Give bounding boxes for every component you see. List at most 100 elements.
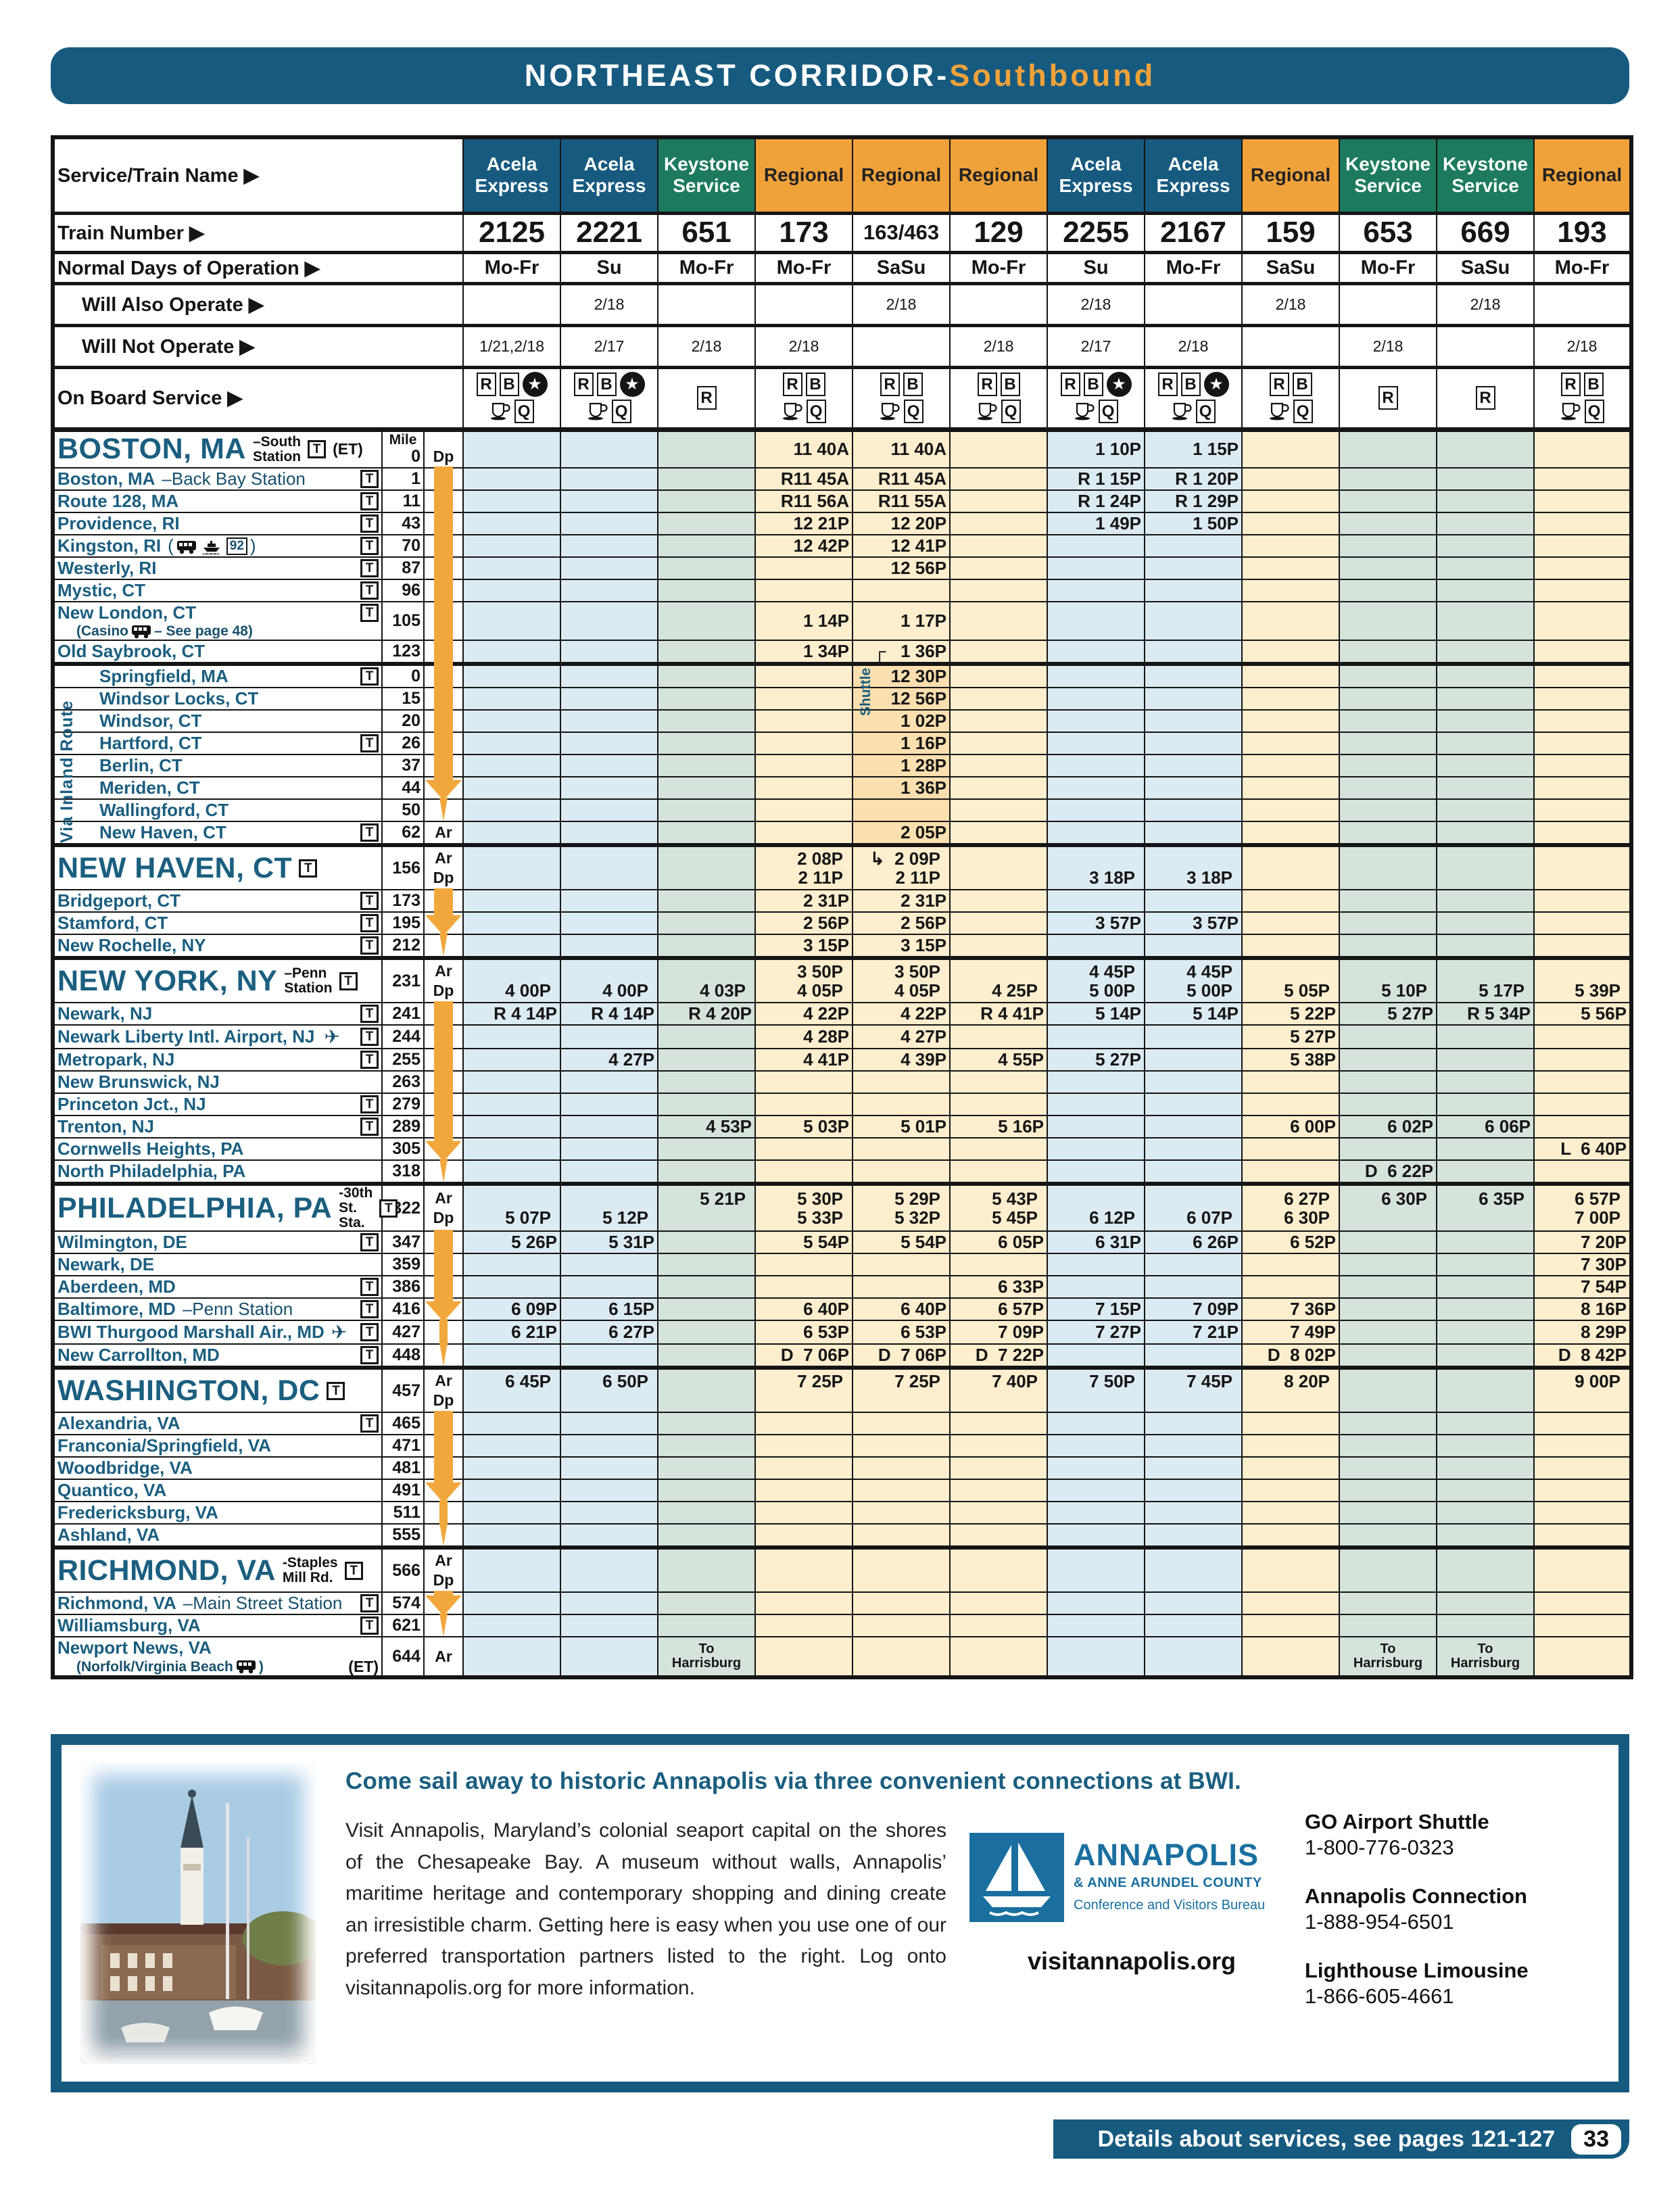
- t-transit-icon: T: [360, 581, 379, 600]
- days-of-operation: Mo-Fr: [754, 251, 854, 285]
- t-transit-icon: T: [308, 440, 327, 459]
- time-cell: [1047, 1523, 1146, 1549]
- t-transit-icon: T: [360, 892, 379, 910]
- airplane-icon: ✈: [324, 1026, 340, 1047]
- station-name: RICHMOND, VA: [57, 1554, 276, 1587]
- service-header: Keystone Service: [1436, 137, 1535, 215]
- arrive-time: 7 40P: [992, 1371, 1038, 1392]
- time-cell: [1533, 1024, 1633, 1049]
- page-title-accent: Southbound: [949, 58, 1156, 93]
- time-cell: [1436, 1434, 1535, 1458]
- mile-cell: 289: [381, 1115, 425, 1138]
- depart-time: 5 10P: [1381, 980, 1428, 1001]
- depart-time: 5 07P: [505, 1207, 552, 1228]
- time-cell: [462, 754, 562, 777]
- arrive-time: [1537, 1552, 1627, 1570]
- will-also-operate: [1533, 283, 1633, 327]
- route-continues-arrow: [425, 1591, 462, 1616]
- time-cell: [462, 1412, 562, 1436]
- depart-time: [661, 1208, 752, 1227]
- station-name: NEW YORK, NY: [57, 964, 278, 997]
- time-cell: 12 56P: [852, 556, 951, 580]
- time-cell: [560, 1636, 659, 1679]
- time-cell: 7 36P: [1241, 1297, 1341, 1322]
- time-cell: [657, 1456, 757, 1481]
- time-cell: [560, 1434, 659, 1458]
- time-cell: [462, 1434, 562, 1458]
- station-row: Franconia/Springfield, VA 471: [52, 1433, 1633, 1459]
- time-cell: [1339, 662, 1438, 688]
- station-row: Alexandria, VA T 465: [52, 1411, 1633, 1437]
- time-cell: [1241, 1070, 1341, 1094]
- label-text: (: [168, 535, 174, 556]
- depart-time: [564, 1570, 654, 1589]
- station-label-cell: Franconia/Springfield, VA: [52, 1434, 383, 1458]
- time-cell: [1533, 1479, 1633, 1503]
- time-cell: [1339, 1591, 1438, 1616]
- time-cell: [657, 754, 757, 777]
- time-cell: 4 55P: [949, 1048, 1049, 1072]
- depart-time: [1148, 1570, 1239, 1589]
- ardp-cell: [423, 1591, 464, 1616]
- route-continues-arrow: [434, 578, 454, 603]
- reserved-icon: R: [1060, 373, 1080, 396]
- station-name: New Rochelle, NY: [57, 935, 206, 955]
- partner-item: GO Airport Shuttle 1-800-776-0323: [1305, 1810, 1595, 1860]
- first-class-star-icon: ★: [522, 372, 548, 397]
- time-cell: [657, 1070, 757, 1094]
- ardp-cell: [423, 639, 464, 665]
- time-cell: [1047, 1275, 1146, 1299]
- footer-text: Details about services, see pages 121-12…: [1097, 2126, 1556, 2152]
- train-number: 651: [657, 212, 757, 254]
- time-cell: [1144, 1159, 1243, 1184]
- ad-website: visitannapolis.org: [1027, 1947, 1237, 1975]
- arrive-time: 7 45P: [1186, 1371, 1233, 1392]
- time-cell: [462, 429, 562, 469]
- station-label-cell: Route 128, MA T: [52, 489, 383, 513]
- time-cell: 7 25P: [754, 1366, 854, 1414]
- time-cell: [560, 821, 659, 846]
- time-cell: [1436, 1048, 1535, 1072]
- time-cell: [1241, 534, 1341, 558]
- time-cell: [852, 1093, 951, 1116]
- time-cell: 5 54P: [754, 1230, 854, 1255]
- time-cell: [1436, 1456, 1535, 1481]
- station-label-cell: Hartford, CT T: [52, 732, 383, 755]
- will-not-operate-label: Will Not Operate ▶: [51, 325, 464, 369]
- days-of-operation: Mo-Fr: [657, 251, 757, 285]
- time-cell: [1047, 1614, 1146, 1638]
- station-name: New London, CT: [57, 602, 197, 623]
- t-transit-icon: T: [360, 514, 379, 533]
- time-cell: [1436, 798, 1535, 822]
- time-cell: [657, 1479, 757, 1503]
- station-name: Williamsburg, VA: [57, 1615, 201, 1636]
- time-cell: [949, 934, 1049, 959]
- time-cell: [1241, 934, 1341, 959]
- arrive-time: [466, 1189, 557, 1208]
- time-cell: 6 09P: [462, 1297, 562, 1322]
- depart-time: 6 30P: [1284, 1207, 1330, 1228]
- time-cell: [657, 1366, 757, 1414]
- arrive-time: [953, 849, 1044, 868]
- reserved-icon: R: [696, 386, 717, 410]
- arrive-time: 5 30P: [797, 1189, 844, 1209]
- station-row: Newark, DE 359 7 30P: [52, 1252, 1633, 1278]
- bus-icon: [131, 625, 151, 639]
- time-cell: 12 20P: [852, 512, 951, 535]
- time-cell: [1533, 1412, 1633, 1436]
- time-cell: [1339, 1320, 1438, 1345]
- time-cell: 6 30P: [1339, 1181, 1438, 1232]
- depart-time: [1343, 1208, 1433, 1227]
- ardp-cell: [423, 1411, 464, 1437]
- time-cell: R 1 24P: [1047, 489, 1146, 513]
- mile-cell: 416: [381, 1297, 425, 1322]
- time-cell: [1533, 556, 1633, 580]
- time-cell: [1241, 1591, 1341, 1616]
- time-cell: 8 29P: [1533, 1320, 1633, 1345]
- t-transit-icon: T: [360, 492, 379, 510]
- annapolis-logo-name: ANNAPOLIS: [1074, 1837, 1259, 1872]
- time-cell: 1 16P: [852, 732, 951, 755]
- time-cell: [949, 1591, 1049, 1616]
- time-cell: R 1 20P: [1144, 467, 1243, 491]
- time-cell: 4 27P: [852, 1024, 951, 1049]
